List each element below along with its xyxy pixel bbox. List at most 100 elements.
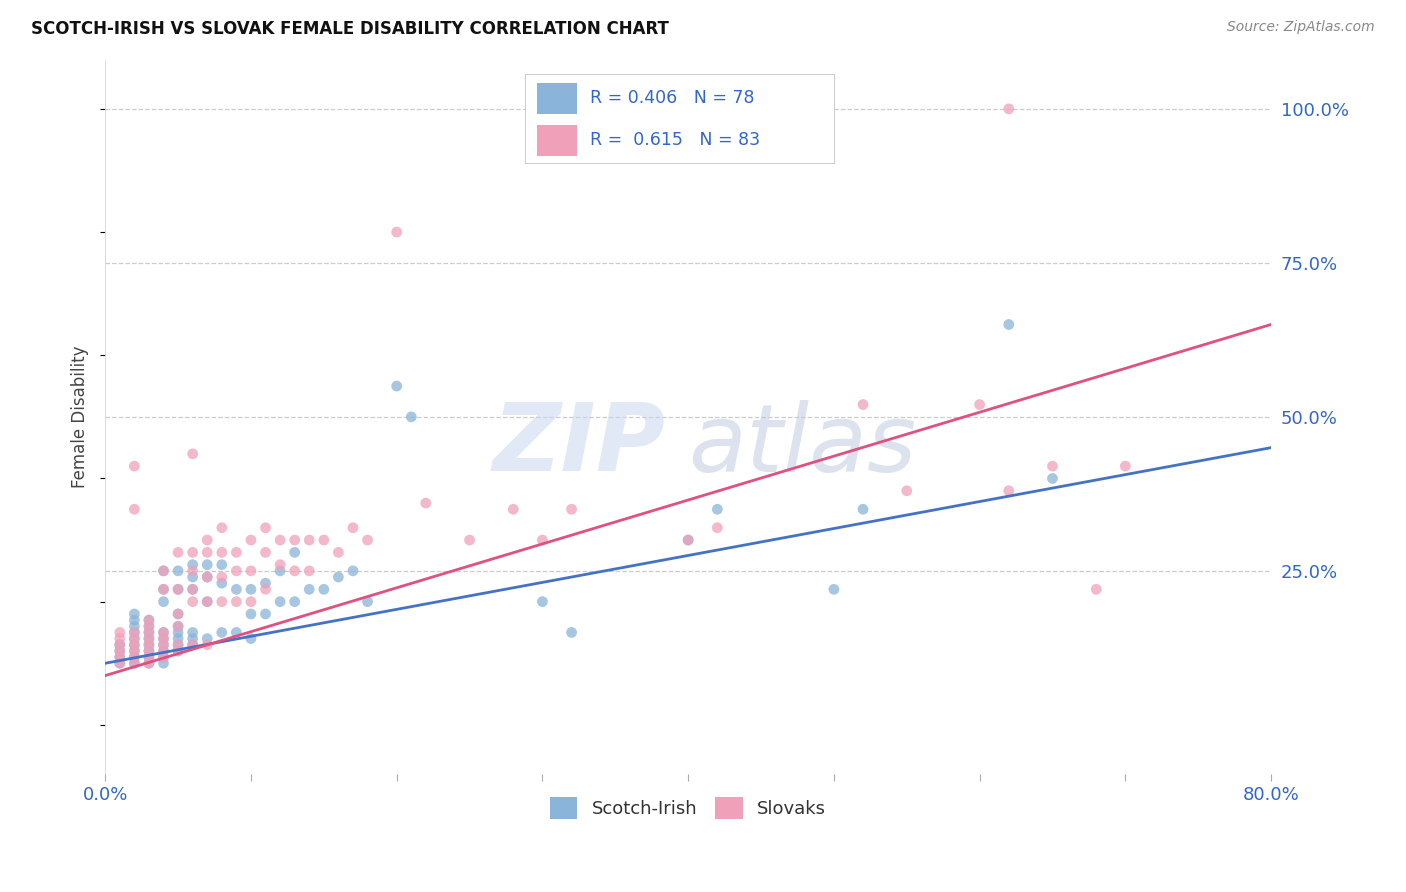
- Point: [284, 533, 307, 547]
- Point: [676, 533, 699, 547]
- Point: [138, 632, 160, 646]
- Point: [152, 582, 174, 597]
- Point: [124, 650, 146, 665]
- Point: [458, 533, 481, 547]
- Point: [108, 650, 131, 665]
- Point: [195, 595, 218, 609]
- Point: [561, 502, 583, 516]
- Point: [676, 533, 699, 547]
- Point: [328, 570, 350, 584]
- Point: [152, 644, 174, 658]
- Point: [284, 564, 307, 578]
- Point: [211, 521, 233, 535]
- Point: [124, 638, 146, 652]
- Point: [152, 632, 174, 646]
- Point: [124, 625, 146, 640]
- Point: [531, 533, 554, 547]
- Point: [181, 558, 204, 572]
- Point: [239, 582, 262, 597]
- Point: [124, 607, 146, 621]
- Point: [195, 545, 218, 559]
- Point: [254, 576, 277, 591]
- Point: [298, 533, 321, 547]
- Point: [138, 625, 160, 640]
- Point: [997, 318, 1019, 332]
- Point: [195, 533, 218, 547]
- Point: [167, 625, 190, 640]
- Point: [298, 564, 321, 578]
- Point: [108, 632, 131, 646]
- Point: [167, 638, 190, 652]
- Point: [124, 459, 146, 474]
- Point: [138, 613, 160, 627]
- Point: [167, 564, 190, 578]
- Point: [152, 625, 174, 640]
- Point: [211, 576, 233, 591]
- Point: [852, 398, 875, 412]
- Point: [561, 625, 583, 640]
- Point: [312, 582, 335, 597]
- Point: [502, 502, 524, 516]
- Point: [225, 595, 247, 609]
- Point: [181, 582, 204, 597]
- Point: [225, 625, 247, 640]
- Point: [284, 595, 307, 609]
- Point: [124, 619, 146, 633]
- Point: [1042, 471, 1064, 485]
- Text: Source: ZipAtlas.com: Source: ZipAtlas.com: [1227, 20, 1375, 34]
- Text: SCOTCH-IRISH VS SLOVAK FEMALE DISABILITY CORRELATION CHART: SCOTCH-IRISH VS SLOVAK FEMALE DISABILITY…: [31, 20, 669, 37]
- Point: [167, 607, 190, 621]
- Point: [138, 657, 160, 671]
- Point: [401, 409, 423, 424]
- Point: [138, 650, 160, 665]
- Point: [852, 502, 875, 516]
- Point: [152, 644, 174, 658]
- Point: [997, 102, 1019, 116]
- Point: [298, 582, 321, 597]
- Point: [124, 625, 146, 640]
- Point: [195, 595, 218, 609]
- Point: [124, 632, 146, 646]
- Point: [152, 582, 174, 597]
- Point: [108, 644, 131, 658]
- Point: [152, 650, 174, 665]
- Point: [239, 595, 262, 609]
- Point: [108, 657, 131, 671]
- Point: [138, 638, 160, 652]
- Point: [181, 570, 204, 584]
- Point: [167, 632, 190, 646]
- Point: [211, 545, 233, 559]
- Point: [195, 570, 218, 584]
- Point: [195, 632, 218, 646]
- Point: [181, 564, 204, 578]
- Legend: Scotch-Irish, Slovaks: Scotch-Irish, Slovaks: [543, 789, 834, 826]
- Point: [385, 379, 408, 393]
- Point: [124, 650, 146, 665]
- Point: [108, 638, 131, 652]
- Point: [239, 632, 262, 646]
- Point: [138, 625, 160, 640]
- Point: [181, 545, 204, 559]
- Point: [138, 650, 160, 665]
- Point: [239, 564, 262, 578]
- Point: [1042, 459, 1064, 474]
- Point: [239, 607, 262, 621]
- Point: [108, 650, 131, 665]
- Point: [181, 582, 204, 597]
- Point: [269, 564, 291, 578]
- Point: [385, 225, 408, 239]
- Point: [328, 545, 350, 559]
- Point: [138, 613, 160, 627]
- Point: [167, 619, 190, 633]
- Point: [284, 545, 307, 559]
- Point: [254, 582, 277, 597]
- Point: [1114, 459, 1136, 474]
- Point: [269, 595, 291, 609]
- Point: [254, 521, 277, 535]
- Point: [108, 644, 131, 658]
- Point: [167, 545, 190, 559]
- Point: [211, 558, 233, 572]
- Point: [138, 644, 160, 658]
- Point: [152, 564, 174, 578]
- Point: [225, 545, 247, 559]
